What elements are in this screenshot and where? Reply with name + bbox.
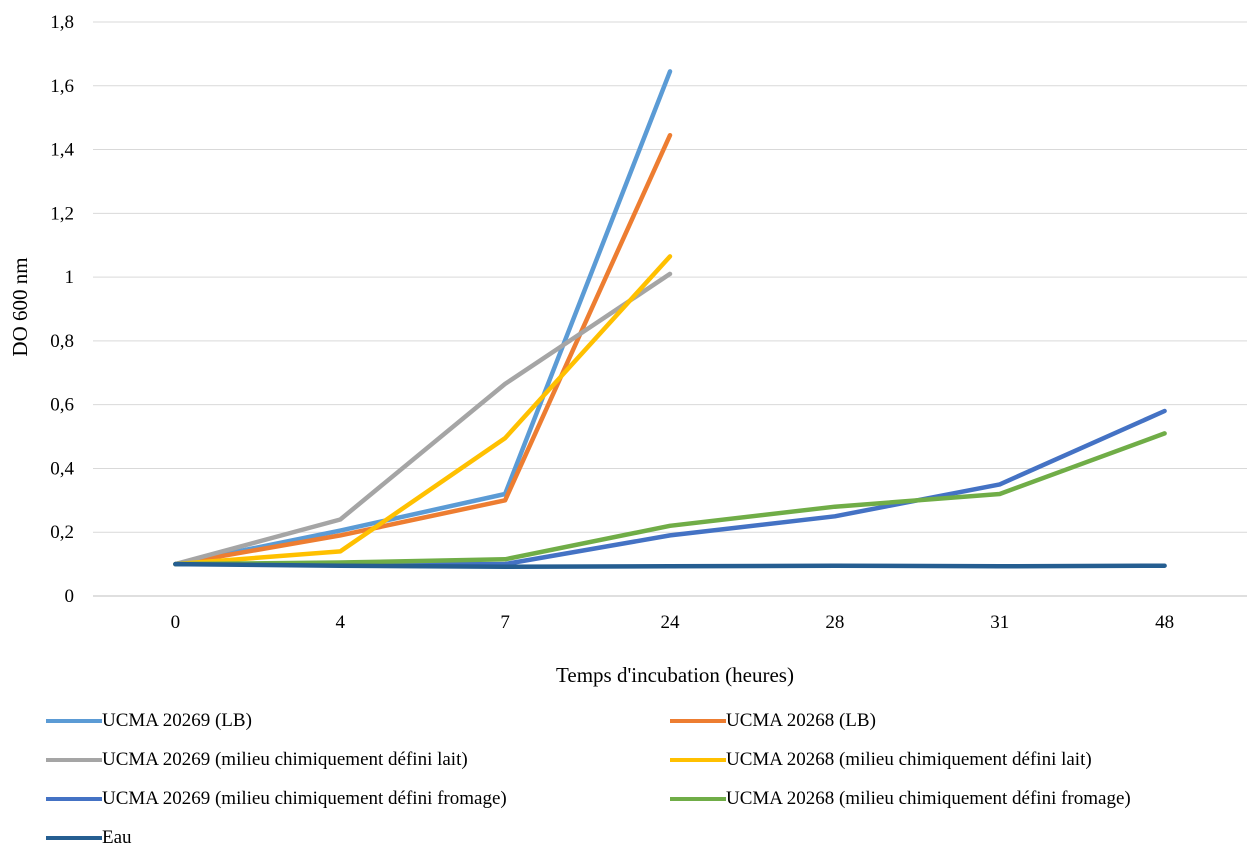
legend-swatch [670, 719, 726, 723]
y-tick-label: 0,4 [50, 458, 74, 479]
series-line-4 [173, 254, 673, 567]
legend-swatch [46, 719, 102, 723]
series-line-1 [173, 69, 673, 567]
legend-swatch [46, 797, 102, 801]
y-tick-label: 1,4 [50, 140, 74, 161]
legend-swatch [46, 758, 102, 762]
legend-label: Eau [102, 827, 132, 848]
y-axis-title: DO 600 nm [8, 257, 32, 356]
legend-item: Eau [46, 825, 132, 851]
legend-label: UCMA 20268 (LB) [726, 710, 876, 731]
series-line-6 [173, 431, 1167, 567]
series-line-2 [173, 132, 673, 567]
y-tick-label: 1 [65, 267, 75, 288]
legend-item: UCMA 20268 (milieu chimiquement défini f… [670, 786, 1131, 812]
y-tick-label: 0,2 [50, 522, 74, 543]
y-tick-label: 0,6 [50, 395, 74, 416]
grid-lines [93, 21, 1247, 597]
series-line-3 [173, 271, 673, 567]
legend-item: UCMA 20269 (LB) [46, 708, 252, 734]
x-tick-label: 4 [336, 612, 346, 633]
y-tick-label: 1,2 [50, 203, 74, 224]
legend-label: UCMA 20269 (milieu chimiquement défini l… [102, 749, 468, 770]
y-tick-label: 0,8 [50, 331, 74, 352]
legend-label: UCMA 20268 (milieu chimiquement défini f… [726, 788, 1131, 809]
x-tick-label: 28 [825, 612, 844, 633]
legend-item: UCMA 20268 (LB) [670, 708, 876, 734]
line-chart: 0 0,2 0,4 0,6 0,8 1 1,2 1,4 1,6 1,8 0 4 7 24 28 31 48 D… [8, 12, 1247, 687]
y-tick-label: 0 [65, 586, 75, 607]
legend-item: UCMA 20268 (milieu chimiquement défini l… [670, 747, 1092, 773]
legend-swatch [46, 836, 102, 840]
legend-item: UCMA 20269 (milieu chimiquement défini l… [46, 747, 468, 773]
legend-swatch [670, 797, 726, 801]
y-tick-label: 1,8 [50, 12, 74, 33]
x-tick-label: 31 [990, 612, 1009, 633]
legend-label: UCMA 20269 (milieu chimiquement défini f… [102, 788, 507, 809]
legend-swatch [670, 758, 726, 762]
legend-item: UCMA 20269 (milieu chimiquement défini f… [46, 786, 507, 812]
x-tick-label: 7 [500, 612, 510, 633]
legend-label: UCMA 20269 (LB) [102, 710, 252, 731]
x-tick-label: 24 [661, 612, 681, 633]
y-tick-label: 1,6 [50, 76, 74, 97]
series-lines [173, 69, 1167, 569]
y-tick-labels: 0 0,2 0,4 0,6 0,8 1 1,2 1,4 1,6 1,8 [50, 12, 74, 607]
legend-label: UCMA 20268 (milieu chimiquement défini l… [726, 749, 1092, 770]
x-tick-label: 0 [171, 612, 181, 633]
x-tick-labels: 0 4 7 24 28 31 48 [171, 612, 1174, 633]
x-tick-label: 48 [1155, 612, 1174, 633]
x-axis-title: Temps d'incubation (heures) [556, 663, 794, 687]
series-line-7 [173, 561, 1167, 569]
